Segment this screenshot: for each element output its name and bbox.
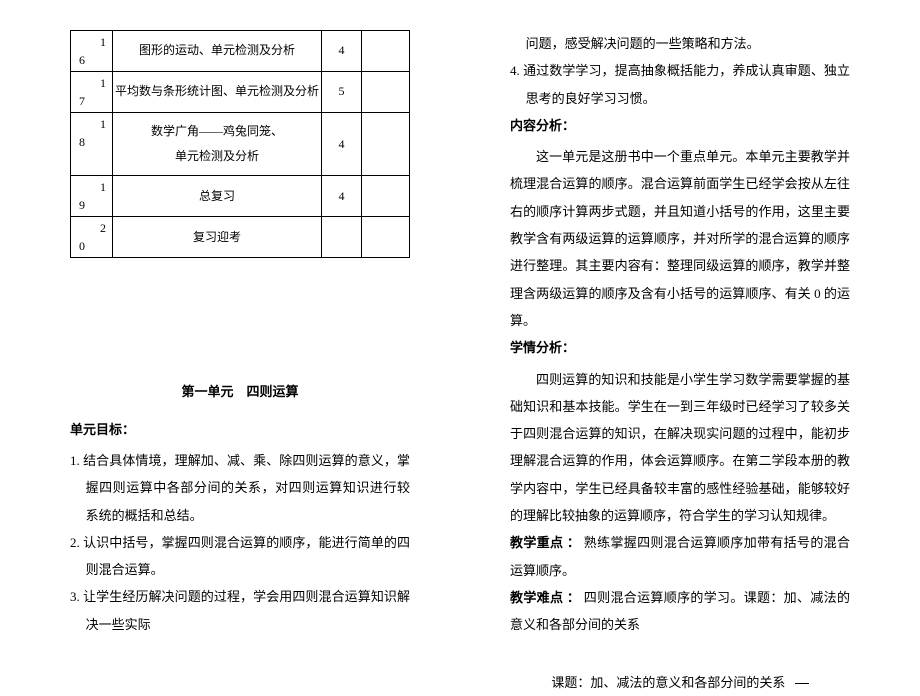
table-row: 2 0 复习迎考 [71,217,410,258]
row-index: 1 9 [71,176,113,217]
idx-lo: 8 [79,135,108,149]
row-desc: 复习迎考 [113,217,322,258]
row-desc: 平均数与条形统计图、单元检测及分析 [113,72,322,113]
focus-line: 教学重点 ： 熟练掌握四则混合运算顺序加带有括号的混合运算顺序。 [510,529,850,584]
idx-lo: 6 [79,53,108,67]
learner-body: 四则运算的知识和技能是小学生学习数学需要掌握的基础知识和基本技能。学生在一到三年… [510,366,850,530]
left-column: 1 6 图形的运动、单元检测及分析 4 1 7 平均数 [0,0,460,651]
lesson-title-text: 课题：加、减法的意义和各部分间的关系 [551,675,785,690]
right-column: 问题，感受解决问题的一些策略和方法。 4. 通过数学学习，提高抽象概括能力，养成… [460,0,920,651]
page: 1 6 图形的运动、单元检测及分析 4 1 7 平均数 [0,0,920,651]
focus-label: 教学重点 ： [510,535,580,550]
idx-hi: 1 [79,180,108,194]
dash-icon [795,683,809,684]
schedule-table: 1 6 图形的运动、单元检测及分析 4 1 7 平均数 [70,30,410,258]
row-blank [362,113,410,176]
row-blank [362,176,410,217]
table-row: 1 9 总复习 4 [71,176,410,217]
hard-line: 教学难点 ： 四则混合运算顺序的学习。课题：加、减法的意义和各部分间的关系 [510,584,850,639]
row-index: 1 6 [71,31,113,72]
goal-item: 3. 让学生经历解决问题的过程，学会用四则混合运算知识解决一些实际 [70,583,410,638]
idx-hi: 1 [79,76,108,90]
row-hours [322,217,362,258]
table-row: 1 7 平均数与条形统计图、单元检测及分析 5 [71,72,410,113]
learner-heading: 学情分析： [510,334,850,361]
row-index: 1 7 [71,72,113,113]
unit-title: 第一单元 四则运算 [70,378,410,405]
idx-hi: 1 [79,117,108,131]
row-desc: 图形的运动、单元检测及分析 [113,31,322,72]
row-hours: 4 [322,176,362,217]
idx-hi: 2 [79,221,108,235]
row-hours: 4 [322,31,362,72]
row-hours: 4 [322,113,362,176]
goal-item: 2. 认识中括号，掌握四则混合运算的顺序，能进行简单的四则混合运算。 [70,529,410,584]
row-blank [362,217,410,258]
hard-label: 教学难点 ： [510,590,580,605]
lesson-title: 课题：加、减法的意义和各部分间的关系 [510,669,850,696]
table-row: 1 6 图形的运动、单元检测及分析 4 [71,31,410,72]
content-heading: 内容分析： [510,112,850,139]
goal-item: 4. 通过数学学习，提高抽象概括能力，养成认真审题、独立思考的良好学习习惯。 [510,57,850,112]
table-row: 1 8 数学广角——鸡兔同笼、 单元检测及分析 4 [71,113,410,176]
row-blank [362,31,410,72]
goal-item: 1. 结合具体情境，理解加、减、乘、除四则运算的意义，掌握四则运算中各部分间的关… [70,447,410,529]
idx-lo: 7 [79,94,108,108]
row-blank [362,72,410,113]
table-body: 1 6 图形的运动、单元检测及分析 4 1 7 平均数 [71,31,410,258]
idx-lo: 9 [79,198,108,212]
idx-lo: 0 [79,239,108,253]
content-body: 这一单元是这册书中一个重点单元。本单元主要教学并梳理混合运算的顺序。混合运算前面… [510,143,850,334]
goal-heading: 单元目标： [70,416,410,443]
row-index: 2 0 [71,217,113,258]
goal-continuation: 问题，感受解决问题的一些策略和方法。 [510,30,850,57]
row-desc: 总复习 [113,176,322,217]
row-index: 1 8 [71,113,113,176]
idx-hi: 1 [79,35,108,49]
row-desc: 数学广角——鸡兔同笼、 单元检测及分析 [113,113,322,176]
row-hours: 5 [322,72,362,113]
